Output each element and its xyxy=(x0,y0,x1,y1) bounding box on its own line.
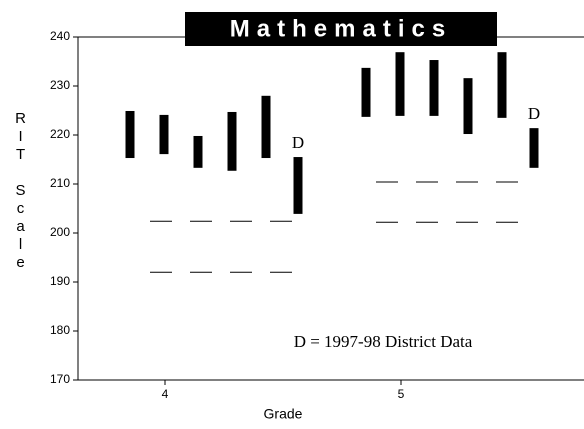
y-tick-label: 230 xyxy=(50,78,70,92)
district-label: D xyxy=(528,104,540,123)
range-bar xyxy=(497,52,507,118)
y-axis-label: RIT Scale xyxy=(12,110,29,272)
district-label: D xyxy=(292,133,304,152)
y-tick-label: 180 xyxy=(50,323,70,337)
x-tick-label: 4 xyxy=(162,387,169,401)
x-axis-label: Grade xyxy=(264,406,303,422)
range-bar xyxy=(159,114,169,155)
y-tick-label: 240 xyxy=(50,29,70,43)
range-bar xyxy=(261,95,271,159)
range-bar xyxy=(429,60,439,116)
range-bar xyxy=(361,67,371,117)
y-tick-label: 200 xyxy=(50,225,70,239)
annotation: D = 1997-98 District Data xyxy=(294,332,473,351)
range-bar xyxy=(395,52,405,116)
y-tick-label: 190 xyxy=(50,274,70,288)
y-tick-label: 170 xyxy=(50,372,70,386)
y-tick-label: 210 xyxy=(50,176,70,190)
chart-title: Mathematics xyxy=(230,15,452,42)
y-tick-label: 220 xyxy=(50,127,70,141)
range-bar xyxy=(463,78,473,135)
title-box xyxy=(185,12,497,46)
x-tick-label: 5 xyxy=(398,387,405,401)
range-bar xyxy=(293,157,303,214)
range-bar xyxy=(193,135,203,168)
range-bar xyxy=(125,110,135,159)
range-bar xyxy=(529,128,539,168)
range-bar xyxy=(227,111,237,171)
